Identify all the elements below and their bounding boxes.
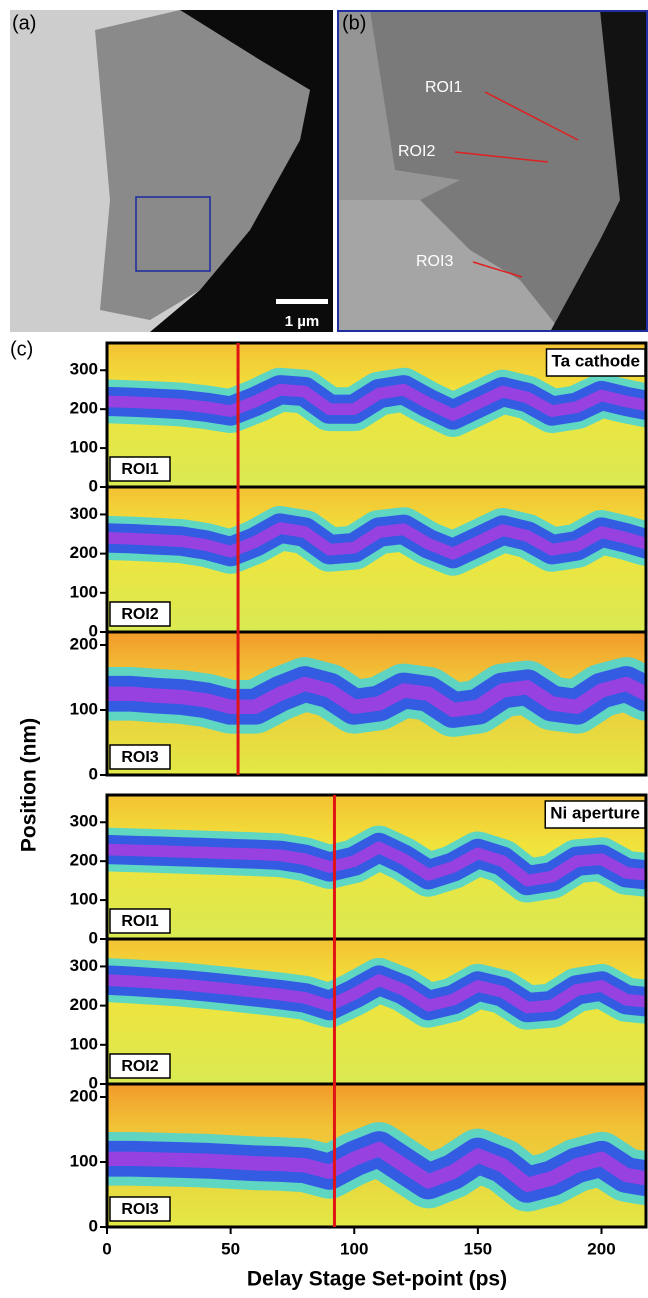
image-a: 1 µm (a) [10, 10, 333, 332]
y-tick-label: 200 [70, 851, 98, 870]
y-tick-label: 100 [70, 1034, 98, 1053]
light-region [337, 200, 560, 332]
scale-bar-label: 1 µm [285, 313, 320, 330]
y-tick-label: 0 [89, 764, 98, 783]
dark-region [150, 10, 333, 332]
y-tick-label: 0 [89, 1073, 98, 1092]
y-tick-label: 300 [70, 812, 98, 831]
roi-label-box [109, 456, 171, 482]
roi-label: ROI2 [121, 1058, 158, 1075]
specimen [95, 10, 310, 320]
roi-label-box [109, 1196, 171, 1222]
y-tick-label: 200 [70, 399, 98, 418]
y-tick-label: 300 [70, 956, 98, 975]
panel-frame [105, 1082, 648, 1229]
y-tick-label: 100 [70, 1151, 98, 1170]
y-tick-label: 200 [70, 634, 98, 653]
band-core [107, 974, 646, 1014]
pointer [484, 91, 579, 141]
roi-label: ROI3 [121, 749, 158, 766]
panel-label: (c) [10, 338, 33, 360]
y-tick-label: 0 [89, 476, 98, 495]
y-tick-label: 0 [89, 621, 98, 640]
light-region [337, 10, 460, 200]
group-label: Ta cathode [552, 351, 640, 370]
roi-label: ROI1 [121, 461, 158, 478]
roi-label: ROI1 [121, 913, 158, 930]
roi-label-box [109, 744, 171, 770]
roi-box [135, 196, 211, 272]
panel-label: (a) [12, 12, 36, 34]
y-tick-label: 300 [70, 360, 98, 379]
roi-label: ROI3 [416, 253, 453, 270]
roi-label-box [109, 908, 171, 934]
y-tick-label: 200 [70, 543, 98, 562]
roi-label: ROI3 [121, 1201, 158, 1218]
y-tick-label: 100 [70, 699, 98, 718]
pointer [454, 151, 549, 163]
y-tick-label: 100 [70, 582, 98, 601]
group-label-box [544, 800, 646, 829]
frame [337, 10, 648, 332]
band-core [107, 841, 646, 887]
roi-label-box [109, 601, 171, 627]
band-core [107, 676, 646, 718]
roi-label-box [109, 1053, 171, 1079]
roi-label: ROI2 [398, 143, 435, 160]
panel-label: (b) [342, 12, 366, 34]
x-axis-label: Delay Stage Set-point (ps) [247, 1268, 507, 1291]
band-core [107, 1141, 646, 1192]
roi-label: ROI1 [425, 79, 462, 96]
y-tick-label: 0 [89, 1216, 98, 1235]
group-label: Ni aperture [550, 803, 640, 822]
y-axis-label: Position (nm) [18, 718, 41, 852]
band-core [107, 522, 646, 560]
dark-region [550, 10, 648, 332]
image-b: ROI1 ROI2 ROI3 (b) [337, 10, 648, 332]
x-tick-label: 100 [340, 1239, 368, 1258]
x-tick-label: 200 [587, 1239, 615, 1258]
y-tick-label: 100 [70, 438, 98, 457]
x-tick-label: 50 [221, 1239, 240, 1258]
y-tick-label: 300 [70, 504, 98, 523]
panel-frame [105, 630, 648, 777]
y-tick-label: 100 [70, 890, 98, 909]
x-tick-label: 0 [102, 1239, 111, 1258]
group-label-box [545, 348, 646, 377]
x-tick-label: 150 [464, 1239, 492, 1258]
y-tick-label: 0 [89, 928, 98, 947]
y-tick-label: 200 [70, 995, 98, 1014]
band-core [107, 383, 646, 421]
roi-label: ROI2 [121, 606, 158, 623]
y-tick-label: 200 [70, 1086, 98, 1105]
scale-bar [276, 299, 328, 304]
pointer [472, 261, 523, 278]
